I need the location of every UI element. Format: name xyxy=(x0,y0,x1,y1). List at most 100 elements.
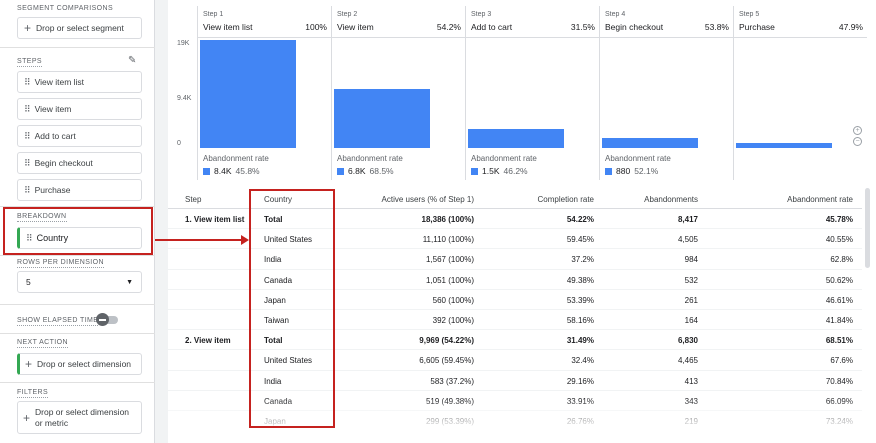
step-item-label: Begin checkout xyxy=(34,158,93,168)
next-action-drop-label: Drop or select dimension xyxy=(37,359,132,369)
funnel-bar[interactable] xyxy=(200,40,296,148)
elapsed-time-toggle[interactable] xyxy=(96,313,109,326)
funnel-step-header[interactable]: Step 4 Begin checkout 53.8% xyxy=(600,6,733,38)
abandonments-cell: 164 xyxy=(684,316,698,325)
step-item-label: Purchase xyxy=(34,185,71,195)
table-row[interactable]: United States 11,110 (100%) 59.45% 4,505 40.… xyxy=(168,229,862,250)
abandonment-rate: 45.8% xyxy=(235,166,260,176)
drag-handle-icon[interactable]: ⠿ xyxy=(24,76,31,87)
edit-steps-pencil-icon[interactable]: ✎ xyxy=(128,55,137,66)
table-row[interactable]: 2. View item Total 9,969 (54.22%) 31.49% 6,8… xyxy=(168,330,862,351)
funnel-plot-area xyxy=(198,38,331,150)
funnel-step-name: View item list xyxy=(203,22,253,32)
funnel-step-percent: 54.2% xyxy=(436,22,461,32)
table-row[interactable]: Japan 560 (100%) 53.39% 261 46.61% xyxy=(168,290,862,310)
funnel-step-header[interactable]: Step 3 Add to cart 31.5% xyxy=(466,6,599,38)
funnel-step-column: Step 3 Add to cart 31.5% Abandonment rate 1.… xyxy=(465,6,599,180)
completion-rate-cell: 49.38% xyxy=(566,275,594,285)
show-elapsed-time-label: SHOW ELAPSED TIME xyxy=(17,317,99,326)
table-row[interactable]: United States 6,605 (59.45%) 32.4% 4,465 67.… xyxy=(168,350,862,371)
drag-handle-icon[interactable]: ⠿ xyxy=(26,232,33,243)
active-users-cell: 9,969 (54.22%) xyxy=(419,336,474,346)
step-item[interactable]: ⠿ Begin checkout xyxy=(17,152,142,174)
funnel-step-header[interactable]: Step 5 Purchase 47.9% xyxy=(734,6,867,38)
column-header-country[interactable]: Country xyxy=(264,195,293,204)
segment-drop-label: Drop or select segment xyxy=(36,23,124,33)
dropdown-caret-icon: ▼ xyxy=(126,278,133,286)
column-header-completion-rate[interactable]: Completion rate xyxy=(537,195,594,204)
column-header-abandonments[interactable]: Abandonments xyxy=(644,195,698,204)
funnel-step-column: Step 4 Begin checkout 53.8% Abandonment rat… xyxy=(599,6,733,180)
breakdown-dimension-label: Country xyxy=(36,233,69,243)
active-users-cell: 392 (100%) xyxy=(432,316,474,325)
zoom-in-icon[interactable]: + xyxy=(853,126,862,135)
abandonment-value[interactable]: 6.8K 68.5% xyxy=(337,166,394,176)
active-users-cell: 6,605 (59.45%) xyxy=(419,356,474,366)
abandonment-rate-label: Abandonment rate xyxy=(605,154,671,163)
step-item[interactable]: ⠿ Add to cart xyxy=(17,125,142,147)
abandonment-rate-cell: 68.51% xyxy=(825,336,853,346)
active-users-cell: 18,386 (100%) xyxy=(421,215,474,224)
table-row[interactable]: Canada 1,051 (100%) 49.38% 532 50.62% xyxy=(168,270,862,290)
abandonment-rate-cell: 50.62% xyxy=(825,275,853,285)
table-row[interactable]: Taiwan 392 (100%) 58.16% 164 41.84% xyxy=(168,310,862,331)
completion-rate-cell: 31.49% xyxy=(566,336,594,346)
table-row[interactable]: India 583 (37.2%) 29.16% 413 70.84% xyxy=(168,371,862,391)
funnel-bar[interactable] xyxy=(334,89,430,148)
table-scrollbar[interactable] xyxy=(865,188,870,268)
completion-rate-cell: 54.22% xyxy=(566,215,594,224)
step-item[interactable]: ⠿ Purchase xyxy=(17,179,142,201)
funnel-step-header[interactable]: Step 2 View item 54.2% xyxy=(332,6,465,38)
funnel-step-header[interactable]: Step 1 View item list 100% xyxy=(198,6,331,38)
abandonment-rate: 46.2% xyxy=(503,166,528,176)
column-header-active-users[interactable]: Active users (% of Step 1) xyxy=(381,195,474,204)
table-row[interactable]: India 1,567 (100%) 37.2% 984 62.8% xyxy=(168,249,862,270)
funnel-bar[interactable] xyxy=(736,143,832,148)
step-cell: 2. View item xyxy=(185,336,231,346)
drag-handle-icon[interactable]: ⠿ xyxy=(24,184,31,195)
abandonment-rate-cell: 40.55% xyxy=(825,235,853,245)
divider xyxy=(0,304,155,305)
drag-handle-icon[interactable]: ⠿ xyxy=(24,103,31,114)
step-item[interactable]: ⠿ View item list xyxy=(17,71,142,93)
abandonment-value[interactable]: 8.4K 45.8% xyxy=(203,166,260,176)
completion-rate-cell: 32.4% xyxy=(571,356,594,366)
drag-handle-icon[interactable]: ⠿ xyxy=(24,130,31,141)
abandonments-cell: 261 xyxy=(684,295,698,305)
breakdown-dimension-country[interactable]: ⠿ Country xyxy=(17,227,142,249)
annotation-arrow xyxy=(155,239,243,241)
funnel-bar[interactable] xyxy=(602,138,698,148)
funnel-step-number: Step 5 xyxy=(739,11,760,18)
column-header-step[interactable]: Step xyxy=(185,195,202,204)
funnel-step-number: Step 4 xyxy=(605,11,626,18)
table-row[interactable]: 1. View item list Total 18,386 (100%) 54.22… xyxy=(168,209,862,230)
abandonment-value[interactable]: 880 52.1% xyxy=(605,166,658,176)
rows-per-dimension-select[interactable]: 5 ▼ xyxy=(17,271,142,293)
abandonments-cell: 984 xyxy=(684,255,698,265)
funnel-bar[interactable] xyxy=(468,129,564,148)
abandonments-cell: 6,830 xyxy=(677,336,698,346)
step-item[interactable]: ⠿ View item xyxy=(17,98,142,120)
funnel-plot-area xyxy=(600,38,733,150)
settings-panel: SEGMENT COMPARISONS + Drop or select seg… xyxy=(0,0,155,443)
abandonment-rate-cell: 67.6% xyxy=(830,356,853,366)
abandonment-count: 8.4K xyxy=(214,166,232,176)
next-action-drop-zone[interactable]: + Drop or select dimension xyxy=(17,353,142,375)
completion-rate-cell: 37.2% xyxy=(571,255,594,265)
filters-drop-zone[interactable]: + Drop or select dimension or metric xyxy=(17,401,142,434)
drag-handle-icon[interactable]: ⠿ xyxy=(24,157,31,168)
rows-per-dimension-label: ROWS PER DIMENSION xyxy=(17,259,104,268)
report-canvas: 19K 9.4K 0 Step 1 View item list 100% Aband… xyxy=(168,0,876,443)
abandonments-cell: 8,417 xyxy=(677,215,698,224)
column-header-abandonment-rate[interactable]: Abandonment rate xyxy=(787,195,853,204)
abandonment-count: 1.5K xyxy=(482,166,500,176)
abandonment-rate-cell: 41.84% xyxy=(825,316,853,325)
y-tick-label: 19K xyxy=(177,40,190,47)
segment-drop-zone[interactable]: + Drop or select segment xyxy=(17,17,142,39)
funnel-table: Step Country Active users (% of Step 1) … xyxy=(168,188,862,428)
abandonment-value[interactable]: 1.5K 46.2% xyxy=(471,166,528,176)
country-cell: Canada xyxy=(264,275,293,285)
funnel-step-name: Purchase xyxy=(739,22,775,32)
zoom-out-icon[interactable]: − xyxy=(853,137,862,146)
table-header: Step Country Active users (% of Step 1) … xyxy=(168,188,862,209)
